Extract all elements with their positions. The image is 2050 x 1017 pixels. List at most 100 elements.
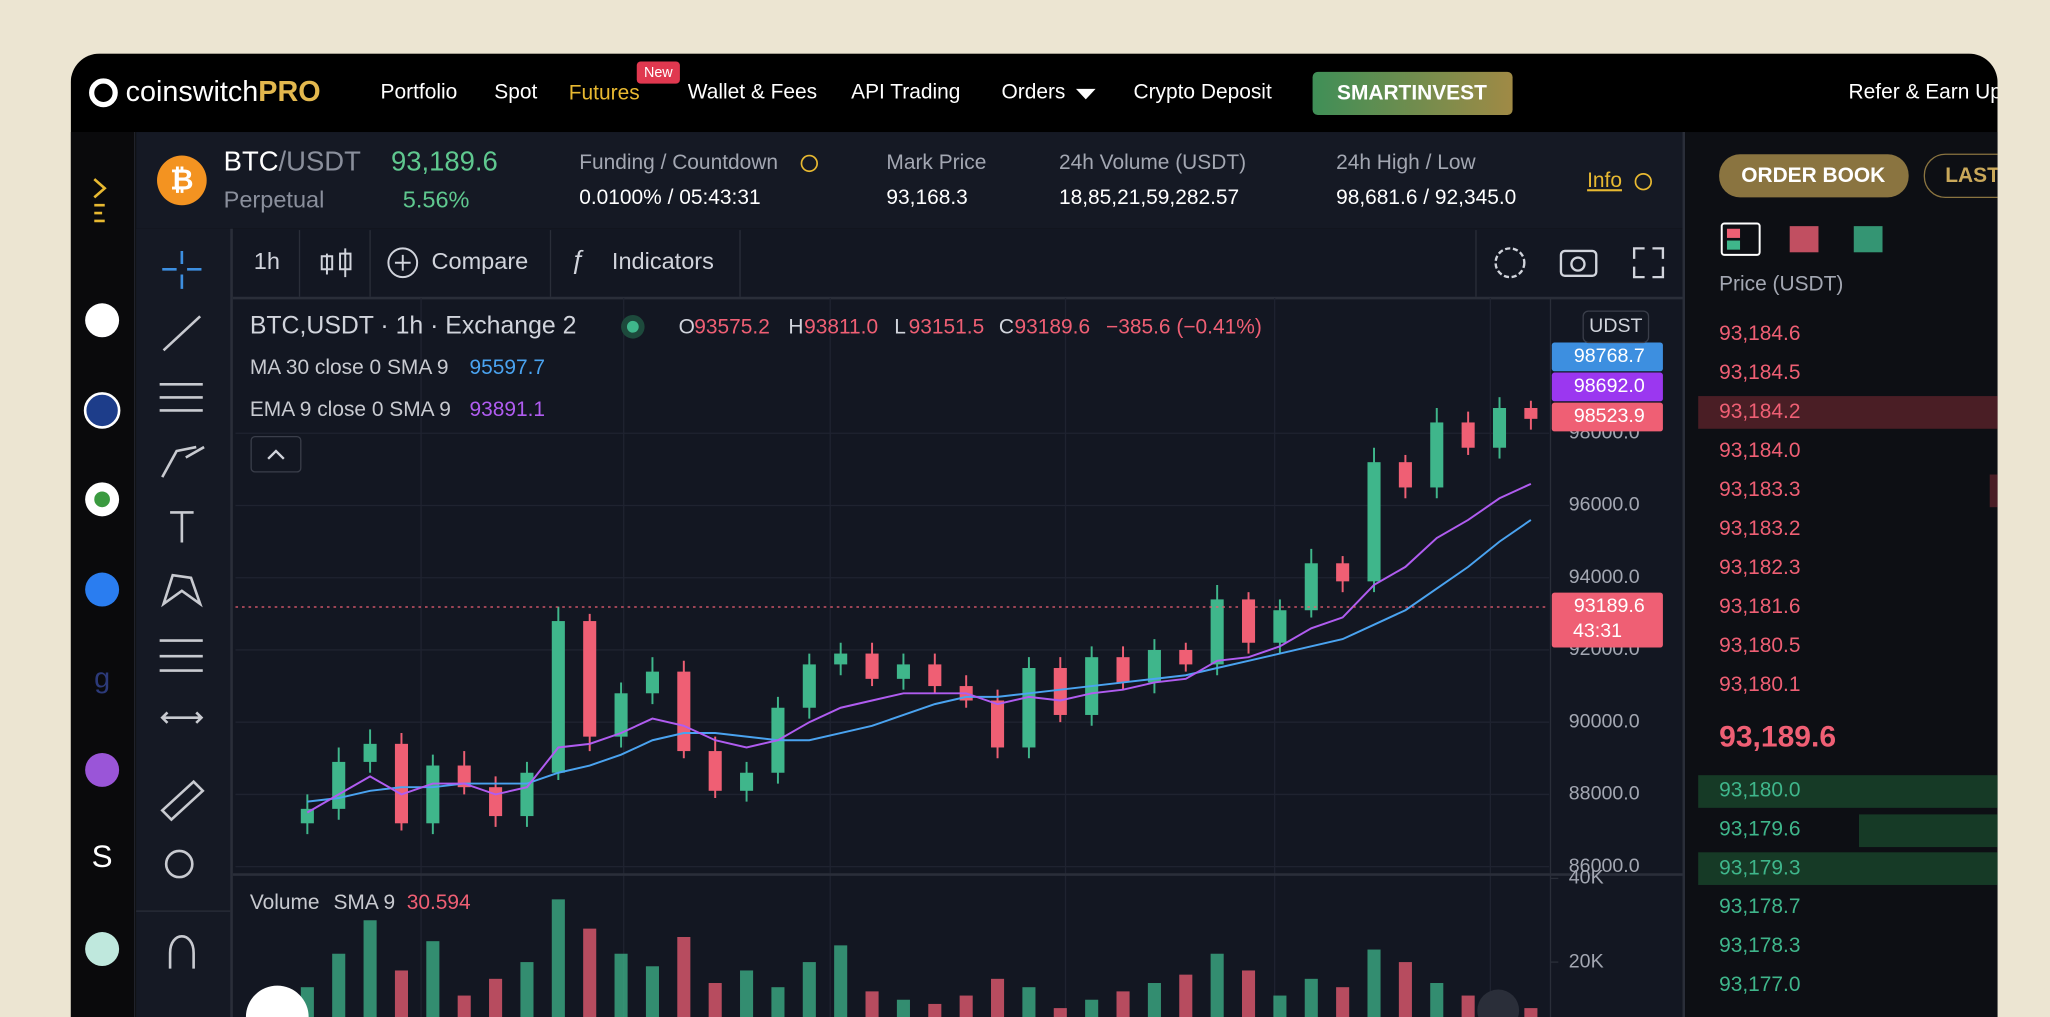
axis-tag <box>1551 342 1663 372</box>
app-icon-inner <box>94 491 110 508</box>
cta-label[interactable]: SMARTINVEST <box>1337 82 1487 105</box>
ask-price: 93,182.3 <box>1719 556 1800 579</box>
nav-item[interactable]: Futures <box>569 82 640 105</box>
pair[interactable]: BTC/USDT <box>224 146 361 177</box>
volume-bar <box>928 1003 942 1017</box>
ask-price: 93,184.0 <box>1719 439 1800 462</box>
volume-bar <box>959 995 973 1017</box>
volume-bar <box>1116 991 1130 1017</box>
ohlc-value: 93575.2 <box>694 316 770 339</box>
pair-base[interactable]: BTC <box>224 146 279 177</box>
ohlc-value: 93189.6 <box>1015 316 1091 339</box>
tool-ruler[interactable] <box>160 779 205 822</box>
volume-name: Volume <box>250 891 320 914</box>
bid-price: 93,178.7 <box>1719 895 1800 918</box>
candle-body <box>614 693 628 737</box>
indicator-name[interactable]: EMA 9 close 0 SMA 9 <box>250 398 451 421</box>
app-icon[interactable]: g <box>94 662 110 694</box>
candle-body <box>394 743 409 824</box>
status-dot-inner <box>626 320 639 333</box>
volume-bar <box>1430 983 1444 1017</box>
scroll-button[interactable] <box>1477 989 1520 1017</box>
volume-bar <box>1273 995 1287 1017</box>
logo-main[interactable]: coinswitch <box>126 75 259 107</box>
bid-price: 93,178.3 <box>1719 934 1800 957</box>
nav-item[interactable]: Wallet & Fees <box>688 80 817 103</box>
interval-button[interactable]: 1h <box>254 248 280 274</box>
info-icon[interactable] <box>1634 173 1652 191</box>
nav-item[interactable]: Orders <box>1001 80 1065 103</box>
depth-bar <box>1698 852 1998 885</box>
cta-button[interactable] <box>1312 71 1513 116</box>
nav-item[interactable]: Portfolio <box>381 80 458 103</box>
axis-tag <box>1551 372 1663 402</box>
info-icon[interactable] <box>800 154 819 173</box>
info-link[interactable]: Info <box>1587 169 1622 192</box>
ask-price: 93,183.3 <box>1719 478 1800 501</box>
indicator-value: 95597.7 <box>469 356 545 379</box>
tool-trendline[interactable] <box>162 315 202 352</box>
candle-body <box>991 700 1005 748</box>
ask-price: 93,184.6 <box>1719 322 1800 345</box>
compare-button[interactable]: Compare <box>432 248 529 274</box>
tv-logo[interactable] <box>245 985 309 1017</box>
tool-text[interactable] <box>170 511 194 543</box>
tab-label[interactable]: ORDER BOOK <box>1741 164 1885 187</box>
tool-zoom[interactable] <box>164 849 194 879</box>
view-asks[interactable] <box>1789 226 1819 253</box>
indicators-icon[interactable]: ƒ <box>570 244 585 274</box>
volume-bar <box>896 999 910 1017</box>
axis-tag-label: 98768.7 <box>1574 345 1645 367</box>
vertical-grid <box>420 298 1492 1017</box>
volume-indicator: SMA 9 <box>333 891 395 914</box>
indicator-name[interactable]: MA 30 close 0 SMA 9 <box>250 356 449 379</box>
tab-active[interactable] <box>1719 154 1909 198</box>
nav-bar: coinswitchPRO Portfolio Spot Futures New… <box>89 61 2020 116</box>
volume-bar <box>802 962 816 1017</box>
view-both-ask <box>1726 228 1741 238</box>
volume-bar <box>1022 987 1036 1017</box>
bid-price: 93,177.0 <box>1719 973 1800 996</box>
volume-bar <box>1398 962 1412 1017</box>
tool-magnet[interactable] <box>168 935 195 969</box>
nav-item[interactable]: Crypto Deposit <box>1133 80 1271 103</box>
logo-pro[interactable]: PRO <box>258 75 320 107</box>
screenshot-button[interactable] <box>1559 249 1598 277</box>
app-icon[interactable]: S <box>92 839 113 874</box>
compare-icon[interactable] <box>387 247 419 279</box>
tool-measure[interactable] <box>160 711 204 724</box>
tool-crosshair[interactable] <box>162 250 202 289</box>
tool-fib[interactable] <box>159 383 203 412</box>
collapse-button[interactable] <box>250 435 302 473</box>
volume-bar <box>1179 974 1193 1017</box>
fullscreen-button[interactable] <box>1632 247 1665 279</box>
app-icon[interactable] <box>85 572 120 607</box>
volume-bar <box>1147 983 1161 1017</box>
ohlc-key: H <box>788 316 803 339</box>
chart-type-button[interactable] <box>320 248 352 278</box>
nav-item[interactable]: API Trading <box>851 80 960 103</box>
pair-quote[interactable]: /USDT <box>279 146 362 177</box>
view-both[interactable] <box>1720 222 1761 256</box>
expand-icon[interactable] <box>93 178 107 223</box>
logo[interactable]: coinswitchPRO <box>126 75 321 107</box>
tool-brush[interactable] <box>161 445 205 478</box>
nav-item[interactable]: Spot <box>494 80 537 103</box>
candle-body <box>426 765 440 824</box>
app-icon[interactable] <box>85 752 120 787</box>
tab-label[interactable]: LAST TRADES <box>1945 164 2050 187</box>
app-icon[interactable] <box>83 392 121 429</box>
refer-link[interactable]: Refer & Earn Upto <box>1849 80 2020 103</box>
view-bids[interactable] <box>1853 226 1883 253</box>
app-icon[interactable] <box>85 303 120 338</box>
depth-bar <box>1989 474 1998 508</box>
indicators-button[interactable]: Indicators <box>612 248 714 274</box>
tool-pattern[interactable] <box>161 573 203 608</box>
tab[interactable] <box>1923 153 2050 199</box>
tool-forecast[interactable] <box>159 639 203 672</box>
volume-bar <box>1304 978 1318 1017</box>
settings-button[interactable] <box>1494 247 1526 279</box>
currency-badge[interactable]: UDST <box>1589 315 1642 337</box>
app-icon[interactable] <box>85 932 120 967</box>
